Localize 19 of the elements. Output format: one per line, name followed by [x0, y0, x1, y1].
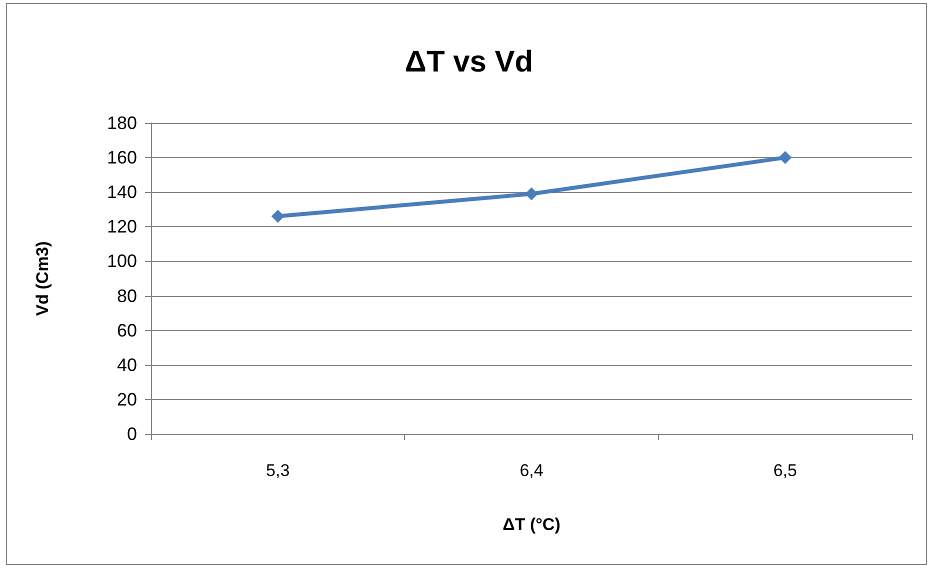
- y-tick-label: 120: [106, 216, 137, 237]
- y-tick-label: 20: [116, 389, 137, 410]
- x-tick-label: 5,3: [266, 461, 290, 480]
- y-tick-label: 0: [126, 424, 137, 444]
- x-axis-title: ΔT (°C): [502, 515, 560, 534]
- point: [525, 187, 538, 200]
- point: [778, 151, 792, 164]
- x-tick-label: 6,4: [520, 461, 544, 480]
- y-tick-label: 40: [116, 354, 137, 375]
- x-tick-label: 6,5: [773, 461, 797, 480]
- y-tick-label: 100: [106, 251, 137, 272]
- point: [271, 210, 284, 223]
- y-tick-label: 160: [106, 148, 137, 168]
- y-tick-label: 140: [106, 182, 137, 202]
- y-tick-label: 180: [106, 113, 137, 133]
- y-tick-label: 80: [116, 286, 137, 306]
- y-axis-title: Vd (Cm3): [33, 241, 52, 316]
- chart-title: ΔT vs Vd: [404, 46, 534, 78]
- y-tick-label: 60: [116, 320, 137, 340]
